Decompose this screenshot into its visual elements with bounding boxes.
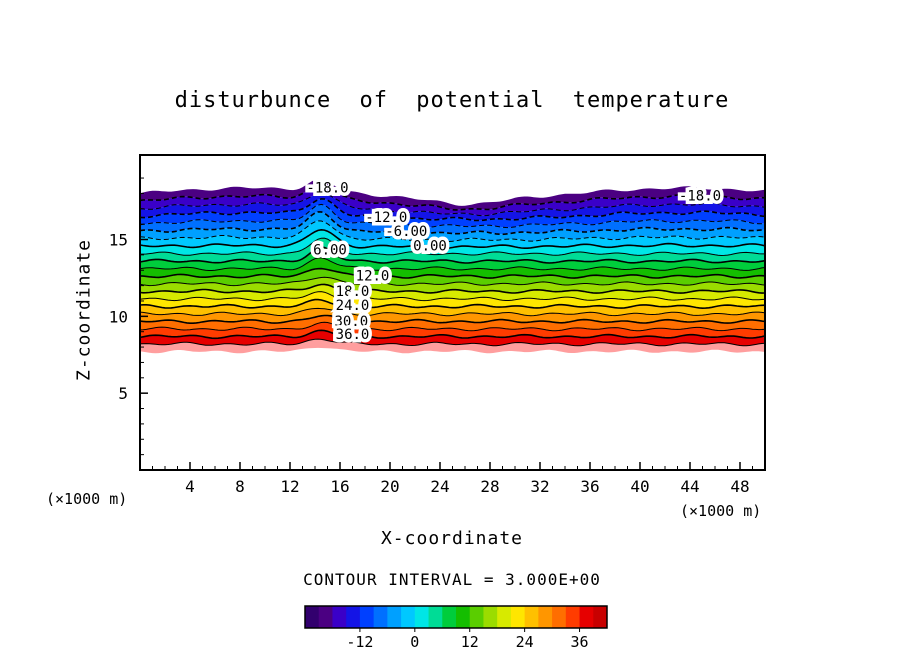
x-tick-label: 44 — [680, 477, 699, 496]
contour-label: 36.0 — [336, 327, 370, 343]
y-tick-label: 5 — [118, 384, 128, 403]
colorbar-tick-label: 12 — [461, 633, 479, 651]
y-tick-label: 15 — [109, 231, 128, 250]
colorbar-tick-label: -12 — [346, 633, 373, 651]
contour-label: 18.0 — [336, 284, 370, 300]
contour-lines — [139, 185, 766, 347]
x-tick-label: 24 — [430, 477, 449, 496]
y-axis-label: Z-coordinate — [73, 238, 95, 382]
contour-label: 6.00 — [313, 242, 347, 258]
x-axis-label: X-coordinate — [380, 528, 524, 549]
x-tick-label: 16 — [330, 477, 349, 496]
contour-label: 30.0 — [334, 314, 368, 330]
x-tick-label: 12 — [280, 477, 299, 496]
x-tick-label: 32 — [530, 477, 549, 496]
contour-label: -6.00 — [385, 224, 427, 240]
colorbar-tick-label: 0 — [410, 633, 419, 651]
y-tick-label: 10 — [109, 307, 128, 326]
contour-label: 0.00 — [413, 239, 447, 255]
colorbar-tick-label: 36 — [571, 633, 589, 651]
x-tick-label: 36 — [580, 477, 599, 496]
contour-fills — [140, 178, 765, 354]
contour-line-labels: -18.0 -18.0 -12.0-6.00 6.00 0.00 12.018.024.0… — [303, 177, 725, 346]
x-tick-label: 4 — [185, 477, 195, 496]
contour-label: -12.0 — [365, 210, 407, 226]
colorbar-tick-label: 24 — [516, 633, 534, 651]
chart-title: disturbunce of potential temperature — [174, 88, 730, 113]
x-tick-label: 8 — [235, 477, 245, 496]
colorbar: -12 0 12 24 36 — [304, 605, 608, 651]
y-axis-unit-label: (×1000 m) — [46, 490, 128, 508]
contour-label: 24.0 — [336, 298, 370, 314]
x-tick-label: 20 — [380, 477, 399, 496]
contour-interval-text: CONTOUR INTERVAL = 3.000E+00 — [303, 570, 601, 589]
x-tick-label: 40 — [630, 477, 649, 496]
x-axis-unit-label: (×1000 m) — [680, 502, 762, 520]
contour-label: 12.0 — [356, 269, 390, 285]
contour-label: -18.0 — [679, 189, 721, 205]
x-tick-label: 28 — [480, 477, 499, 496]
x-tick-label: 48 — [730, 477, 749, 496]
contour-label: -18.0 — [306, 181, 348, 197]
